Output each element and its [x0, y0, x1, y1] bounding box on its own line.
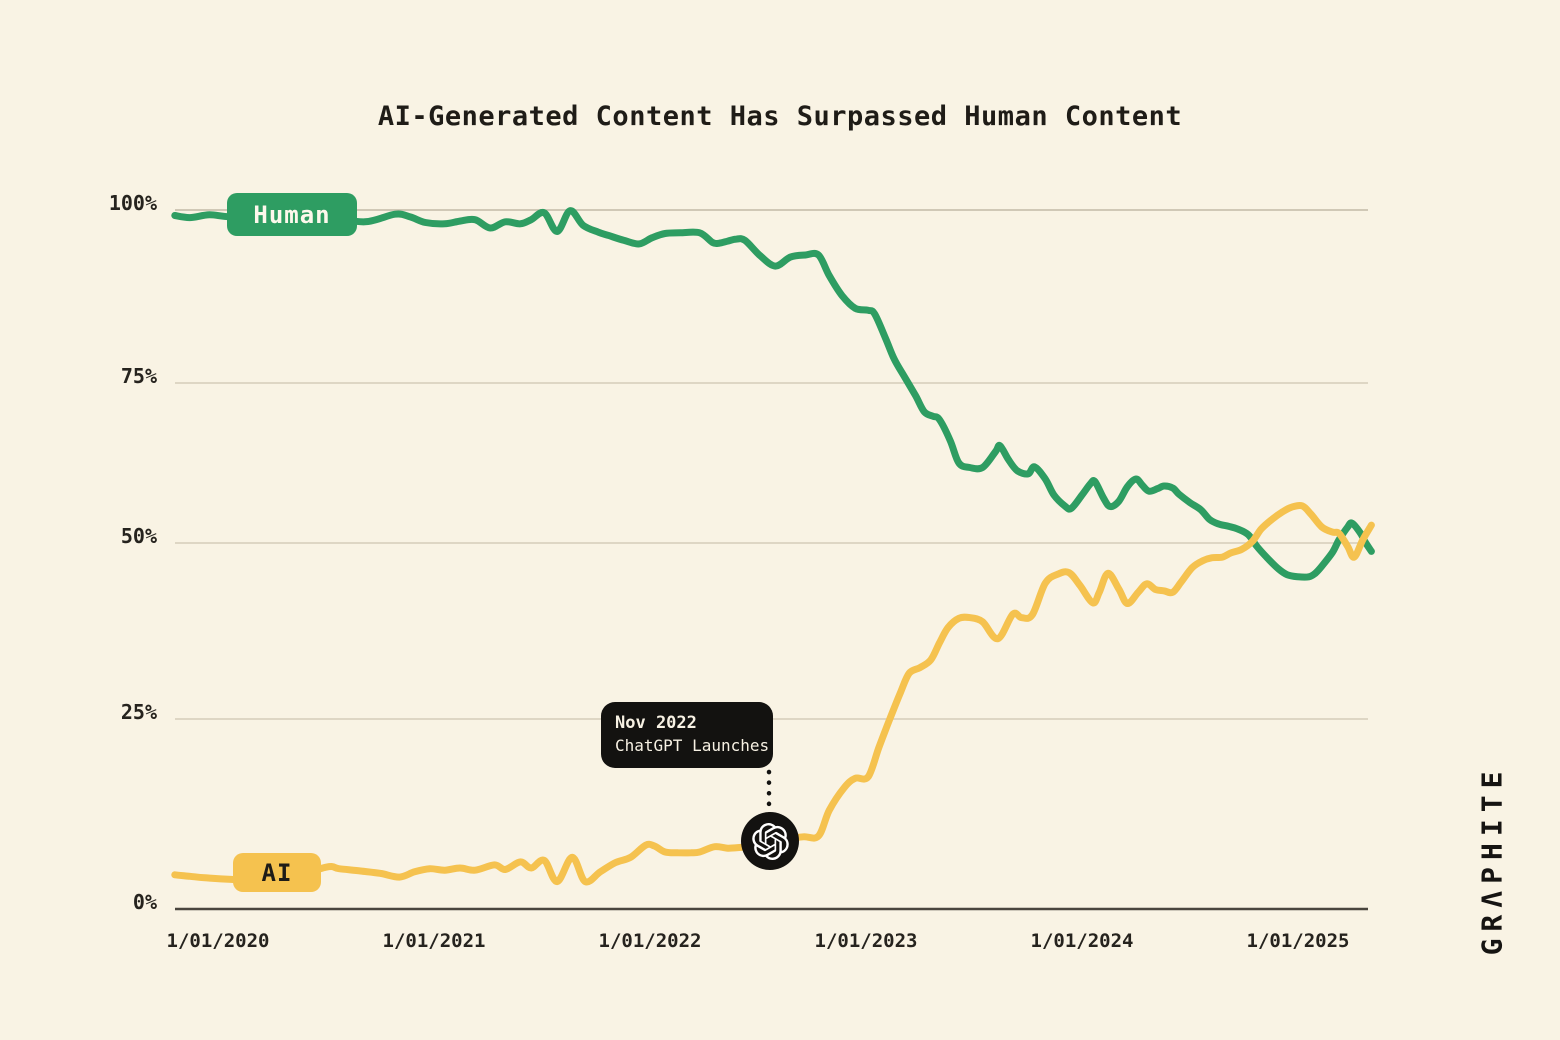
graphite-logo: GRΛPHITE	[1475, 764, 1509, 956]
x-tick-label-2020: 1/01/2020	[166, 930, 270, 952]
openai-logo-marker	[741, 812, 799, 870]
y-tick-label-100: 100%	[108, 191, 157, 215]
annotation-date: Nov 2022	[615, 713, 697, 733]
x-tick-label-2023: 1/01/2023	[814, 930, 918, 952]
x-tick-label-2021: 1/01/2021	[382, 930, 486, 952]
legend-badge-human-label: Human	[253, 200, 331, 229]
x-tick-label-2022: 1/01/2022	[598, 930, 702, 952]
chart-title: AI-Generated Content Has Surpassed Human…	[377, 101, 1183, 132]
ai-line	[171, 501, 1375, 886]
annotation-text: ChatGPT Launches	[615, 736, 770, 755]
y-tick-label-0: 0%	[132, 890, 157, 914]
x-tick-label-2024: 1/01/2024	[1030, 930, 1134, 952]
y-tick-label-50: 50%	[120, 524, 157, 548]
legend-badge-ai: AI	[233, 853, 321, 892]
legend-badge-ai-label: AI	[261, 858, 293, 887]
human-line	[171, 207, 1375, 581]
annotation-callout: Nov 2022 ChatGPT Launches	[601, 702, 773, 768]
y-tick-label-25: 25%	[120, 700, 157, 724]
y-tick-label-75: 75%	[120, 364, 157, 388]
annotation-connector-dotted-line	[766, 769, 772, 818]
openai-icon	[751, 822, 789, 860]
legend-badge-human: Human	[227, 193, 357, 236]
x-tick-label-2025: 1/01/2025	[1246, 930, 1350, 952]
